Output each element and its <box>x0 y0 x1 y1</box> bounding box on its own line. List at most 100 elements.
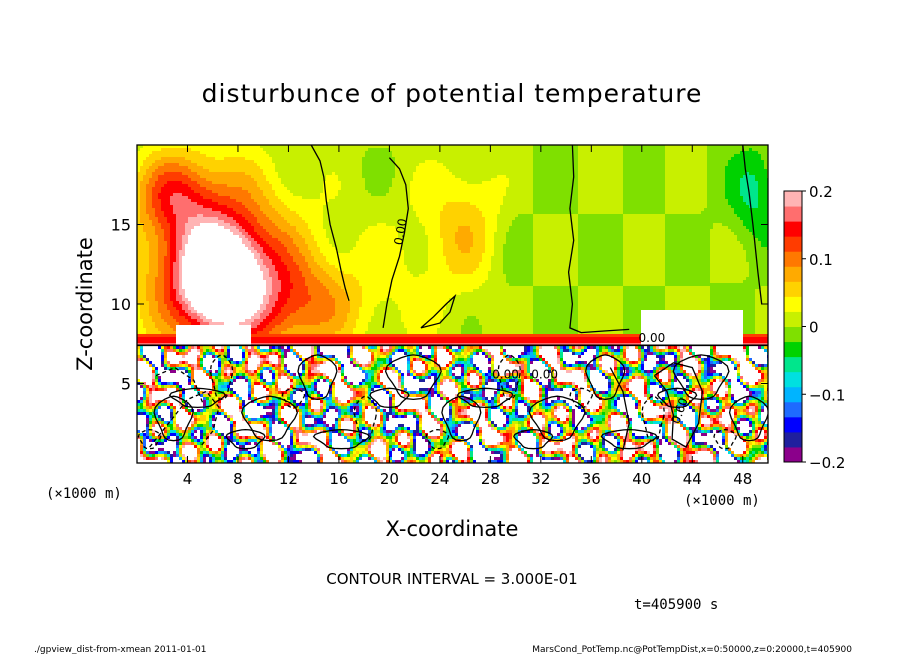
field-cell <box>446 184 449 187</box>
field-cell <box>482 202 485 205</box>
field-cell <box>353 163 356 166</box>
field-cell <box>578 154 581 157</box>
field-cell <box>470 166 473 169</box>
field-cell <box>275 208 278 211</box>
field-cell <box>365 151 368 154</box>
field-cell <box>386 175 389 178</box>
field-cell <box>245 169 248 172</box>
field-cell <box>476 175 479 178</box>
field-cell <box>155 178 158 181</box>
field-cell <box>638 202 641 205</box>
field-cell <box>416 169 419 172</box>
field-cell <box>722 178 725 181</box>
field-cell <box>164 181 167 184</box>
field-cell <box>257 154 260 157</box>
field-cell <box>521 193 524 196</box>
field-cell <box>530 208 533 211</box>
field-cell <box>692 154 695 157</box>
field-cell <box>506 157 509 160</box>
field-cell <box>542 211 545 214</box>
field-cell <box>722 145 725 148</box>
field-cell <box>299 199 302 202</box>
field-cell <box>494 175 497 178</box>
field-cell <box>437 199 440 202</box>
field-cell <box>644 154 647 157</box>
field-cell <box>467 202 470 205</box>
field-cell <box>470 169 473 172</box>
field-cell <box>659 169 662 172</box>
field-cell <box>254 205 257 208</box>
field-cell <box>560 199 563 202</box>
field-cell <box>734 175 737 178</box>
field-cell <box>665 205 668 208</box>
field-cell <box>332 193 335 196</box>
field-cell <box>299 175 302 178</box>
field-cell <box>260 151 263 154</box>
field-cell <box>194 154 197 157</box>
field-cell <box>377 178 380 181</box>
field-cell <box>563 187 566 190</box>
field-cell <box>569 193 572 196</box>
field-cell <box>737 199 740 202</box>
field-cell <box>200 163 203 166</box>
field-cell <box>623 148 626 151</box>
field-cell <box>590 151 593 154</box>
field-cell <box>368 205 371 208</box>
field-cell <box>233 178 236 181</box>
field-cell <box>566 160 569 163</box>
field-cell <box>320 196 323 199</box>
field-cell <box>536 163 539 166</box>
field-cell <box>191 160 194 163</box>
field-cell <box>437 178 440 181</box>
field-cell <box>575 175 578 178</box>
field-cell <box>482 214 485 217</box>
field-cell <box>452 214 455 217</box>
field-cell <box>716 157 719 160</box>
field-cell <box>431 157 434 160</box>
field-cell <box>500 148 503 151</box>
field-cell <box>344 172 347 175</box>
field-cell <box>380 193 383 196</box>
field-cell <box>671 196 674 199</box>
field-cell <box>560 154 563 157</box>
field-cell <box>482 169 485 172</box>
field-cell <box>719 199 722 202</box>
field-cell <box>359 214 362 217</box>
field-cell <box>257 175 260 178</box>
field-cell <box>320 184 323 187</box>
field-cell <box>173 145 176 148</box>
field-cell <box>524 169 527 172</box>
field-cell <box>629 151 632 154</box>
field-cell <box>560 214 563 217</box>
field-cell <box>332 178 335 181</box>
field-cell <box>686 199 689 202</box>
field-cell <box>743 202 746 205</box>
field-cell <box>443 187 446 190</box>
field-cell <box>758 199 761 202</box>
field-cell <box>422 175 425 178</box>
field-cell <box>695 148 698 151</box>
field-cell <box>563 199 566 202</box>
field-cell <box>665 169 668 172</box>
field-cell <box>449 151 452 154</box>
field-cell <box>416 187 419 190</box>
field-cell <box>761 169 764 172</box>
field-cell <box>608 208 611 211</box>
field-cell <box>188 166 191 169</box>
field-cell <box>200 208 203 211</box>
field-cell <box>224 184 227 187</box>
field-cell <box>575 151 578 154</box>
field-cell <box>287 193 290 196</box>
field-cell <box>329 196 332 199</box>
field-cell <box>317 151 320 154</box>
field-cell <box>305 205 308 208</box>
field-cell <box>479 196 482 199</box>
field-cell <box>515 169 518 172</box>
field-cell <box>410 193 413 196</box>
field-cell <box>758 196 761 199</box>
field-cell <box>380 196 383 199</box>
field-cell <box>230 190 233 193</box>
field-cell <box>698 148 701 151</box>
field-cell <box>365 157 368 160</box>
field-cell <box>194 178 197 181</box>
